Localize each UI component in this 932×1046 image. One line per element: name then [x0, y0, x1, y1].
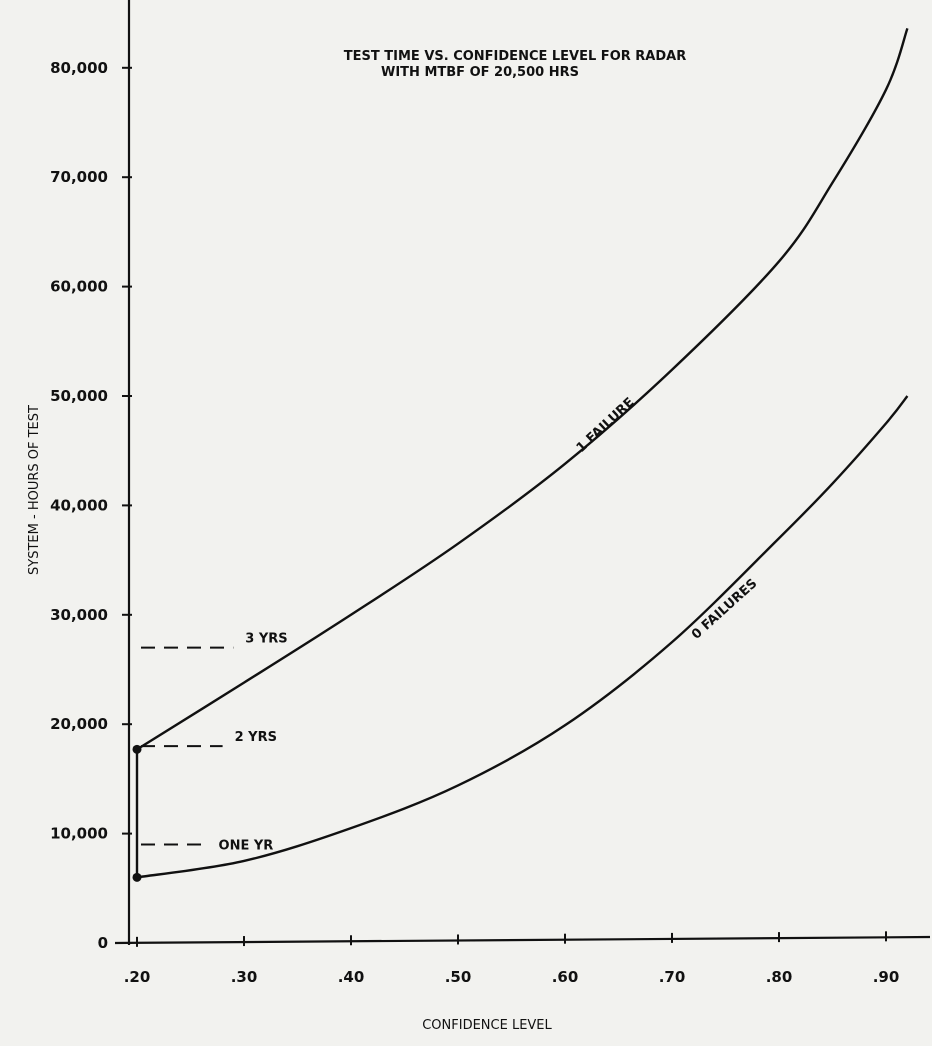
- y-tick-label: 20,000: [50, 715, 108, 733]
- y-axis-title: SYSTEM - HOURS OF TEST: [27, 405, 42, 575]
- y-tick-label: 10,000: [50, 825, 108, 843]
- chart-title-line-1: TEST TIME VS. CONFIDENCE LEVEL FOR RADAR: [344, 49, 686, 64]
- reference-lines: 3 YRS 2 YRS ONE YR: [141, 632, 288, 854]
- series-line-1-failure: [136, 28, 909, 751]
- reference-line-label: 3 YRS: [245, 632, 287, 647]
- series-line-0-failures: [136, 395, 909, 879]
- series-curves: [135, 28, 909, 879]
- y-tick-label: 50,000: [50, 387, 108, 405]
- y-tick-label: 70,000: [50, 168, 108, 186]
- x-axis-line: [114, 935, 931, 945]
- x-tick-label: .30: [231, 968, 258, 986]
- x-tick-label: .80: [766, 968, 793, 986]
- data-point-marker: [132, 872, 142, 882]
- x-axis-title: CONFIDENCE LEVEL: [422, 1018, 552, 1033]
- series-label-1-failure: 1 FAILURE: [574, 395, 638, 456]
- axes: 0 10,000 20,000 30,000 40,000 50,000 60,000 70,…: [50, 0, 931, 986]
- labels: TEST TIME VS. CONFIDENCE LEVEL FOR RADAR…: [27, 49, 760, 1033]
- y-tick-label: 80,000: [50, 59, 108, 77]
- x-tick-label: .50: [445, 968, 472, 986]
- y-tick-label: 0: [98, 934, 108, 952]
- series-label-0-failures: 0 FAILURES: [689, 576, 760, 642]
- reference-line-label: ONE YR: [219, 839, 274, 854]
- x-tick-label: .70: [659, 968, 686, 986]
- x-tick-label: .40: [338, 968, 365, 986]
- y-tick-label: 60,000: [50, 278, 108, 296]
- data-point-marker: [132, 744, 142, 754]
- x-tick-label: .90: [873, 968, 900, 986]
- y-tick-label: 40,000: [50, 496, 108, 514]
- reference-line-label: 2 YRS: [235, 730, 277, 745]
- y-tick-label: 30,000: [50, 606, 108, 624]
- chart-title-line-2: WITH MTBF OF 20,500 HRS: [381, 65, 579, 80]
- point-markers: [132, 744, 142, 882]
- x-tick-label: .60: [552, 968, 579, 986]
- x-tick-label: .20: [124, 968, 151, 986]
